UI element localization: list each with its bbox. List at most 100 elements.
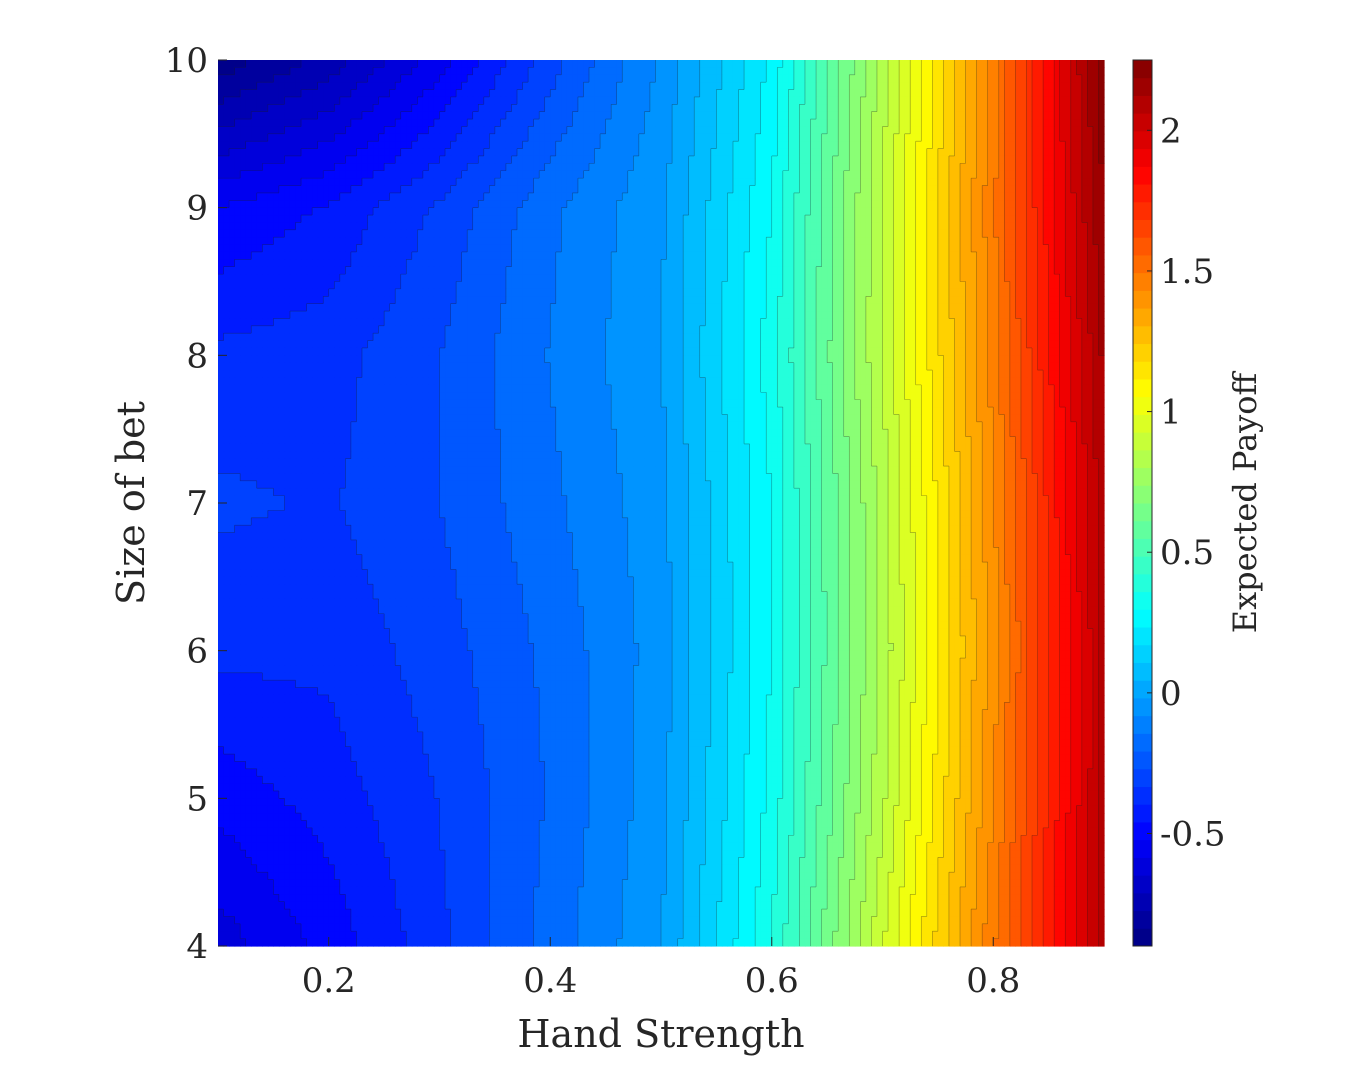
contour-cell [799,267,805,275]
contour-cell [849,252,855,260]
contour-cell [1098,119,1104,127]
contour-cell [700,82,706,90]
contour-cell [894,134,900,142]
contour-cell [705,97,711,105]
contour-cell [1087,200,1093,208]
contour-cell [777,104,783,112]
contour-cell [384,82,390,90]
contour-cell [678,75,684,83]
contour-cell [262,178,268,186]
contour-cell [711,215,717,223]
contour-cell [345,252,351,260]
contour-cell [506,267,512,275]
contour-cell [894,200,900,208]
contour-cell [489,67,495,75]
contour-cell [595,134,601,142]
contour-cell [473,90,479,98]
contour-cell [838,67,844,75]
contour-cell [517,208,523,216]
contour-cell [633,90,639,98]
contour-cell [650,222,656,230]
contour-cell [1071,267,1077,275]
contour-cell [273,259,279,267]
contour-cell [379,208,385,216]
contour-cell [866,104,872,112]
contour-cell [417,75,423,83]
contour-cell [451,104,457,112]
contour-cell [273,97,279,105]
contour-cell [329,90,335,98]
contour-cell [235,230,241,238]
contour-cell [694,119,700,127]
contour-cell [495,282,501,290]
contour-cell [268,289,274,297]
contour-cell [949,274,955,282]
contour-cell [373,267,379,275]
contour-cell [301,252,307,260]
contour-cell [667,112,673,120]
contour-cell [368,67,374,75]
contour-cell [412,156,418,164]
contour-cell [783,200,789,208]
contour-cell [462,252,468,260]
contour-cell [739,222,745,230]
contour-cell [506,75,512,83]
contour-cell [1093,141,1099,149]
contour-cell [567,104,573,112]
contour-cell [1004,67,1010,75]
contour-cell [495,186,501,194]
contour-cell [1015,67,1021,75]
contour-cell [733,119,739,127]
contour-cell [661,252,667,260]
contour-cell [589,141,595,149]
contour-cell [356,75,362,83]
contour-cell [412,141,418,149]
contour-cell [401,104,407,112]
contour-cell [678,245,684,253]
contour-cell [733,67,739,75]
contour-cell [811,222,817,230]
contour-cell [318,215,324,223]
contour-cell [506,259,512,267]
contour-cell [761,60,767,68]
contour-cell [833,90,839,98]
contour-cell [943,267,949,275]
contour-cell [284,230,290,238]
contour-cell [1065,134,1071,142]
contour-cell [595,186,601,194]
contour-cell [761,215,767,223]
contour-cell [822,200,828,208]
contour-cell [617,119,623,127]
contour-cell [561,208,567,216]
contour-cell [727,67,733,75]
contour-cell [855,90,861,98]
contour-cell [451,97,457,105]
contour-cell [395,237,401,245]
contour-cell [268,230,274,238]
contour-cell [766,67,772,75]
contour-cell [932,75,938,83]
contour-cell [246,193,252,201]
contour-cell [1071,90,1077,98]
contour-cell [910,149,916,157]
contour-cell [356,282,362,290]
contour-cell [1026,215,1032,223]
contour-cell [484,230,490,238]
contour-cell [683,193,689,201]
contour-cell [506,178,512,186]
contour-cell [816,208,822,216]
contour-cell [1043,90,1049,98]
contour-cell [1038,60,1044,68]
contour-cell [921,75,927,83]
contour-cell [1026,75,1032,83]
contour-cell [1049,104,1055,112]
contour-cell [644,171,650,179]
contour-cell [954,274,960,282]
contour-cell [949,134,955,142]
contour-cell [739,90,745,98]
contour-cell [1082,75,1088,83]
contour-cell [428,230,434,238]
contour-cell [545,282,551,290]
contour-cell [949,119,955,127]
contour-cell [866,171,872,179]
